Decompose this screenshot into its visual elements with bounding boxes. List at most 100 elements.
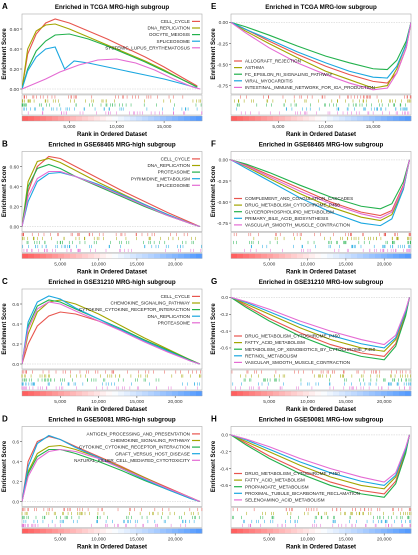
rank-heat-segment — [333, 116, 340, 121]
y-tick-label: 0.0 — [221, 433, 228, 439]
y-axis-label: Enrichment Score — [2, 165, 8, 217]
rank-heat-segment — [166, 528, 173, 534]
y-tick-label: 0.6 — [12, 439, 19, 445]
rank-heat-segment — [46, 253, 53, 259]
rank-heat-segment — [196, 116, 203, 121]
rank-heat-segment — [291, 116, 298, 121]
gsea-panel-g: G Enriched in GSE31210 MRG-low subgroup 0.… — [211, 277, 412, 413]
rank-heat-segment — [178, 528, 185, 534]
rank-heat-segment — [231, 116, 238, 121]
rank-heat-segment — [369, 116, 376, 121]
rank-heat-segment — [76, 391, 83, 396]
rank-heat-segment — [46, 116, 53, 121]
hit-area-frame — [21, 507, 203, 528]
rank-heat-segment — [124, 253, 131, 259]
rank-heat-segment — [124, 528, 131, 534]
rank-heat-segment — [243, 116, 250, 121]
rank-heat-segment — [285, 253, 292, 259]
x-axis-label: Rank in Ordered Dataset — [77, 545, 147, 551]
legend-label: VIRAL_MYOCARDITIS — [245, 78, 293, 83]
legend-label: OOCYTE_MEIOSIS — [149, 32, 190, 37]
rank-heat-segment — [130, 253, 137, 259]
rank-heat-segment — [184, 116, 191, 121]
rank-heat-segment — [273, 253, 280, 259]
y-tick-label: -0.2 — [220, 450, 229, 456]
rank-heat-segment — [309, 253, 316, 259]
hit-area-frame — [230, 232, 412, 253]
series-group — [231, 296, 411, 361]
series-line-retinol-metabolism — [231, 296, 411, 349]
y-tick-label: -0.75 — [217, 83, 228, 89]
legend-label: FATTY_ACID_METABOLISM — [245, 478, 305, 483]
rank-heat-segment — [261, 391, 268, 396]
y-tick-label: -0.4 — [220, 329, 229, 335]
rank-heat-segment — [249, 528, 256, 534]
rank-heat-segment — [196, 253, 203, 259]
rank-heat-segment — [387, 253, 394, 259]
series-line-glycerophospholipid-metabolism — [231, 159, 410, 210]
rank-heat-segment — [154, 116, 161, 121]
legend-label: CELL_CYCLE — [161, 157, 190, 162]
rank-heat-segment — [255, 116, 262, 121]
legend-label: DNA_REPLICATION — [147, 163, 190, 168]
y-tick-label: 0.00 — [10, 224, 20, 230]
rank-heat-segment — [142, 391, 149, 396]
rank-heat-segment — [148, 253, 155, 259]
rank-heat-segment — [321, 253, 328, 259]
rank-heat-segment — [46, 528, 53, 534]
rank-heat-segment — [166, 391, 173, 396]
y-tick-label: -0.2 — [220, 312, 229, 318]
x-tick-label: 20,000 — [168, 399, 183, 405]
rank-heat-segment — [351, 253, 358, 259]
rank-heat-segment — [351, 528, 358, 534]
series-line-primary-bile-acid-biosynthesis — [231, 159, 411, 227]
x-axis-label: Rank in Ordered Dataset — [286, 545, 356, 551]
series-line-chemokine-signaling-pathway — [22, 299, 200, 365]
rank-heat-segment — [34, 391, 41, 396]
rank-heat-segment — [399, 391, 406, 396]
rank-heat-segment — [315, 253, 322, 259]
x-tick-label: 5,000 — [272, 124, 284, 130]
gsea-panel-a: A Enriched in TCGA MRG-high subgroup 0.00 0… — [2, 2, 203, 138]
rank-heat-segment — [58, 528, 65, 534]
rank-heat-segment — [190, 528, 197, 534]
series-line-viral-myocarditis — [231, 21, 411, 79]
rank-heat-segment — [327, 528, 334, 534]
x-tick-label: 5,000 — [263, 399, 275, 405]
rank-heat-segment — [267, 253, 274, 259]
y-tick-label: -0.75 — [217, 221, 228, 227]
rank-heat-segment — [249, 253, 256, 259]
rank-heat-segment — [184, 391, 191, 396]
rank-heat-segment — [94, 116, 101, 121]
series-line-fc-epsilon-ri-signaling-pathway — [231, 21, 411, 71]
rank-heat-segment — [279, 253, 286, 259]
rank-heat-segment — [28, 253, 35, 259]
legend-label: FATTY_ACID_METABOLISM — [245, 340, 305, 345]
rank-heat-segment — [345, 116, 352, 121]
gsea-panel-e: E Enriched in TCGA MRG-low subgroup 0.00 -0… — [211, 2, 412, 138]
rank-heat-frame — [21, 390, 203, 397]
rank-heat-segment — [339, 528, 346, 534]
rank-heat-segment — [76, 528, 83, 534]
series-line-systemic-lupus-erythematosus — [22, 58, 201, 90]
hit-area-frame — [21, 94, 203, 116]
y-tick-label: 0.20 — [10, 67, 20, 73]
legend-label: PYRIMIDINE_METABOLISM — [131, 176, 190, 181]
panel-letter: D — [2, 415, 8, 424]
rank-heat-segment — [106, 253, 113, 259]
y-tick-label: 0.6 — [12, 302, 19, 308]
y-tick-label: 0.2 — [12, 479, 19, 485]
rank-heat-segment — [124, 391, 131, 396]
series-line-vascular-smooth-muscle-contraction — [231, 296, 410, 346]
rank-heat-segment — [405, 391, 412, 396]
rank-heat-segment — [148, 391, 155, 396]
x-axis-label: Rank in Ordered Dataset — [77, 270, 147, 276]
legend-label: RETINOL_METABOLISM — [245, 353, 297, 358]
rank-heat-segment — [28, 528, 35, 534]
rank-heat-segment — [88, 391, 95, 396]
rank-heat-segment — [237, 528, 244, 534]
rank-heat-segment — [309, 391, 316, 396]
y-axis-label: Enrichment Score — [2, 28, 8, 80]
rank-heat-segment — [261, 116, 268, 121]
legend-label: VASCULAR_SMOOTH_MUSCLE_CONTRACTION — [245, 360, 350, 365]
